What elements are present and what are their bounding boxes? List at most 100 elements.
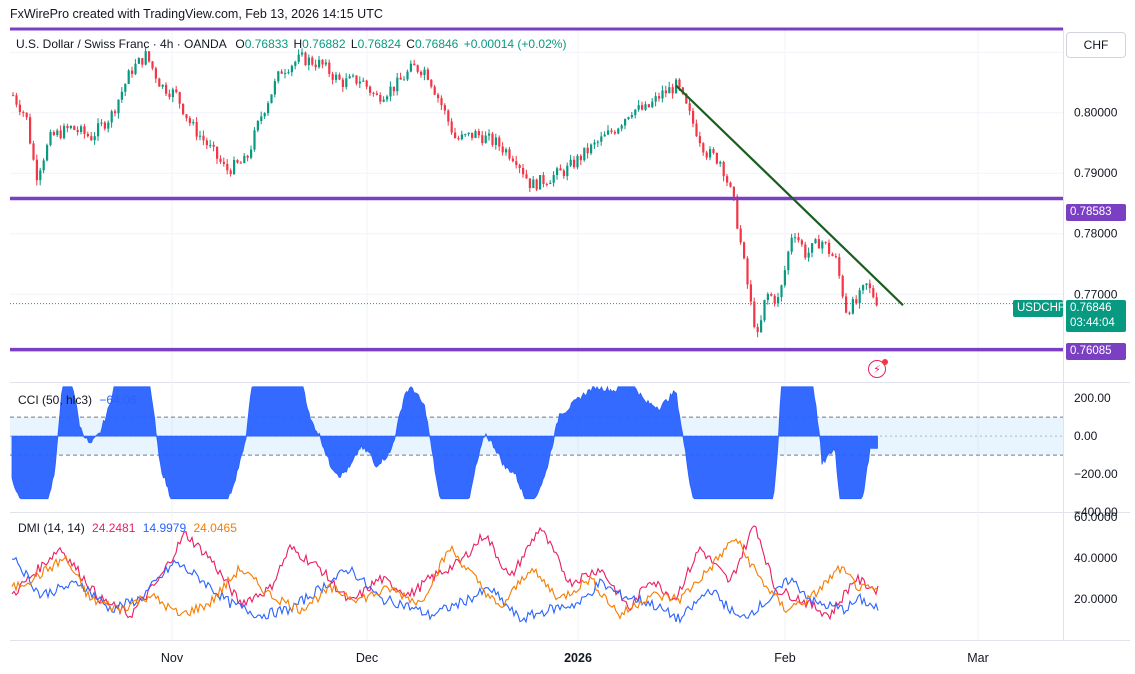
candle-body <box>549 182 552 184</box>
candle-body <box>868 283 871 289</box>
candle-body <box>644 104 647 110</box>
candle-body <box>780 285 783 298</box>
candle-body <box>443 105 446 111</box>
candle-body <box>579 155 582 161</box>
candle-body <box>270 94 273 104</box>
candle-body <box>828 242 831 254</box>
countdown-badge: 03:44:04 <box>1066 315 1126 332</box>
candle-body <box>457 138 460 140</box>
candle-body <box>311 57 314 65</box>
support-price-badge: 0.76085 <box>1066 343 1126 360</box>
candle-body <box>151 61 154 69</box>
candle-body <box>267 103 270 114</box>
grid-lines <box>10 28 1130 641</box>
adx-line <box>11 538 879 620</box>
cci-tick-label: 200.00 <box>1074 391 1111 405</box>
candle-body <box>335 74 338 80</box>
candle-body <box>610 130 613 132</box>
candle-body <box>345 78 348 87</box>
price-tick-label: 0.79000 <box>1074 166 1118 180</box>
candle-body <box>528 178 531 189</box>
candle-body <box>834 256 837 258</box>
candle-body <box>532 179 535 189</box>
candle-body <box>630 115 633 118</box>
candle-body <box>749 284 752 302</box>
candle-body <box>338 74 341 80</box>
candle-body <box>297 54 300 62</box>
candle-body <box>409 63 412 72</box>
candle-body <box>743 242 746 259</box>
candle-body <box>307 57 310 66</box>
candle-body <box>814 239 817 244</box>
candle-body <box>114 111 117 114</box>
candle-body <box>522 167 525 175</box>
candle-body <box>692 110 695 124</box>
candle-body <box>576 155 579 168</box>
open-label: O <box>235 37 245 51</box>
dmi-tick-label: 60.0000 <box>1074 510 1118 524</box>
candle-body <box>875 297 878 306</box>
candle-body <box>103 122 106 129</box>
plus-di-line <box>11 525 879 621</box>
candle-body <box>681 87 684 94</box>
candle-body <box>678 79 681 88</box>
candle-body <box>858 290 861 304</box>
candle-body <box>508 149 511 159</box>
candle-body <box>498 137 501 147</box>
dmi-tick-label: 20.0000 <box>1074 592 1118 606</box>
candle-body <box>355 75 358 84</box>
candle-body <box>386 96 389 100</box>
candle-body <box>219 158 222 162</box>
candle-body <box>624 119 627 126</box>
candle-body <box>593 142 596 145</box>
candle-body <box>182 103 185 115</box>
candle-body <box>722 162 725 177</box>
candle-body <box>423 69 426 76</box>
cci-tick-label: −200.00 <box>1074 467 1118 481</box>
candle-body <box>736 196 739 229</box>
currency-button[interactable]: CHF <box>1066 32 1126 58</box>
last-price-badge: 0.76846 <box>1066 300 1126 317</box>
candle-body <box>627 117 630 120</box>
candle-body <box>256 121 259 131</box>
candle-body <box>586 147 589 154</box>
trendline <box>675 84 904 306</box>
candle-body <box>556 168 559 175</box>
candle-body <box>192 122 195 124</box>
candle-body <box>715 153 718 164</box>
candle-body <box>464 134 467 136</box>
candle-body <box>413 63 416 66</box>
candle-body <box>382 99 385 102</box>
candle-body <box>168 93 171 98</box>
candle-body <box>124 83 127 92</box>
candle-body <box>433 86 436 95</box>
candle-body <box>794 237 797 239</box>
candle-body <box>569 159 572 166</box>
candle-body <box>596 141 599 143</box>
candle-body <box>770 294 773 296</box>
low-value: 0.76824 <box>357 37 401 51</box>
candle-body <box>341 79 344 87</box>
candle-body <box>80 126 83 133</box>
candle-body <box>658 96 661 99</box>
candle-body <box>59 130 62 139</box>
candle-body <box>117 99 120 114</box>
candle-body <box>144 51 147 65</box>
candle-body <box>559 168 562 171</box>
candle-body <box>511 158 514 162</box>
flash-alert-icon[interactable]: ⚡ <box>868 360 886 378</box>
candle-body <box>753 301 756 327</box>
candle-body <box>331 73 334 80</box>
credit-line: FxWirePro created with TradingView.com, … <box>10 7 383 21</box>
candle-body <box>787 251 790 271</box>
candle-body <box>518 165 521 168</box>
candle-body <box>280 71 283 74</box>
candle-body <box>277 71 280 82</box>
candle-body <box>797 237 800 241</box>
candle-body <box>671 87 674 94</box>
candle-body <box>620 125 623 129</box>
price-tick-label: 0.78000 <box>1074 227 1118 241</box>
candle-body <box>239 162 242 164</box>
candle-body <box>120 91 123 100</box>
